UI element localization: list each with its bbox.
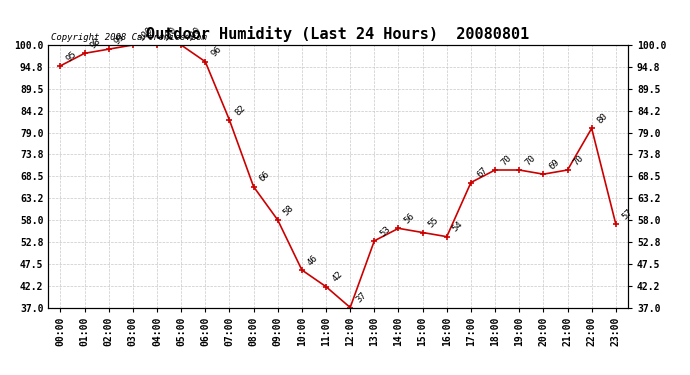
Text: 67: 67 [475,166,489,180]
Text: Copyright 2008 Cartronics.com: Copyright 2008 Cartronics.com [51,33,207,42]
Text: 96: 96 [210,45,224,59]
Text: 70: 70 [524,153,538,167]
Text: 46: 46 [306,253,320,267]
Text: 69: 69 [548,158,562,171]
Text: 99: 99 [113,32,127,46]
Text: 100: 100 [161,24,179,42]
Text: 80: 80 [596,112,610,126]
Text: 70: 70 [572,153,586,167]
Title: Outdoor Humidity (Last 24 Hours)  20080801: Outdoor Humidity (Last 24 Hours) 2008080… [146,27,530,42]
Text: 95: 95 [65,49,79,63]
Text: 57: 57 [620,207,634,221]
Text: 58: 58 [282,203,296,217]
Text: 70: 70 [500,153,513,167]
Text: 54: 54 [451,220,465,234]
Text: 100: 100 [137,24,155,42]
Text: 56: 56 [403,211,417,225]
Text: 66: 66 [258,170,272,184]
Text: 42: 42 [331,270,344,284]
Text: 37: 37 [355,291,368,305]
Text: 98: 98 [89,37,103,51]
Text: 55: 55 [427,216,441,230]
Text: 53: 53 [379,224,393,238]
Text: 100: 100 [186,24,203,42]
Text: 82: 82 [234,103,248,117]
